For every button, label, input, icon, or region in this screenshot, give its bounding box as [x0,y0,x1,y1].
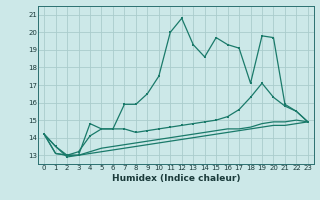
X-axis label: Humidex (Indice chaleur): Humidex (Indice chaleur) [112,174,240,183]
